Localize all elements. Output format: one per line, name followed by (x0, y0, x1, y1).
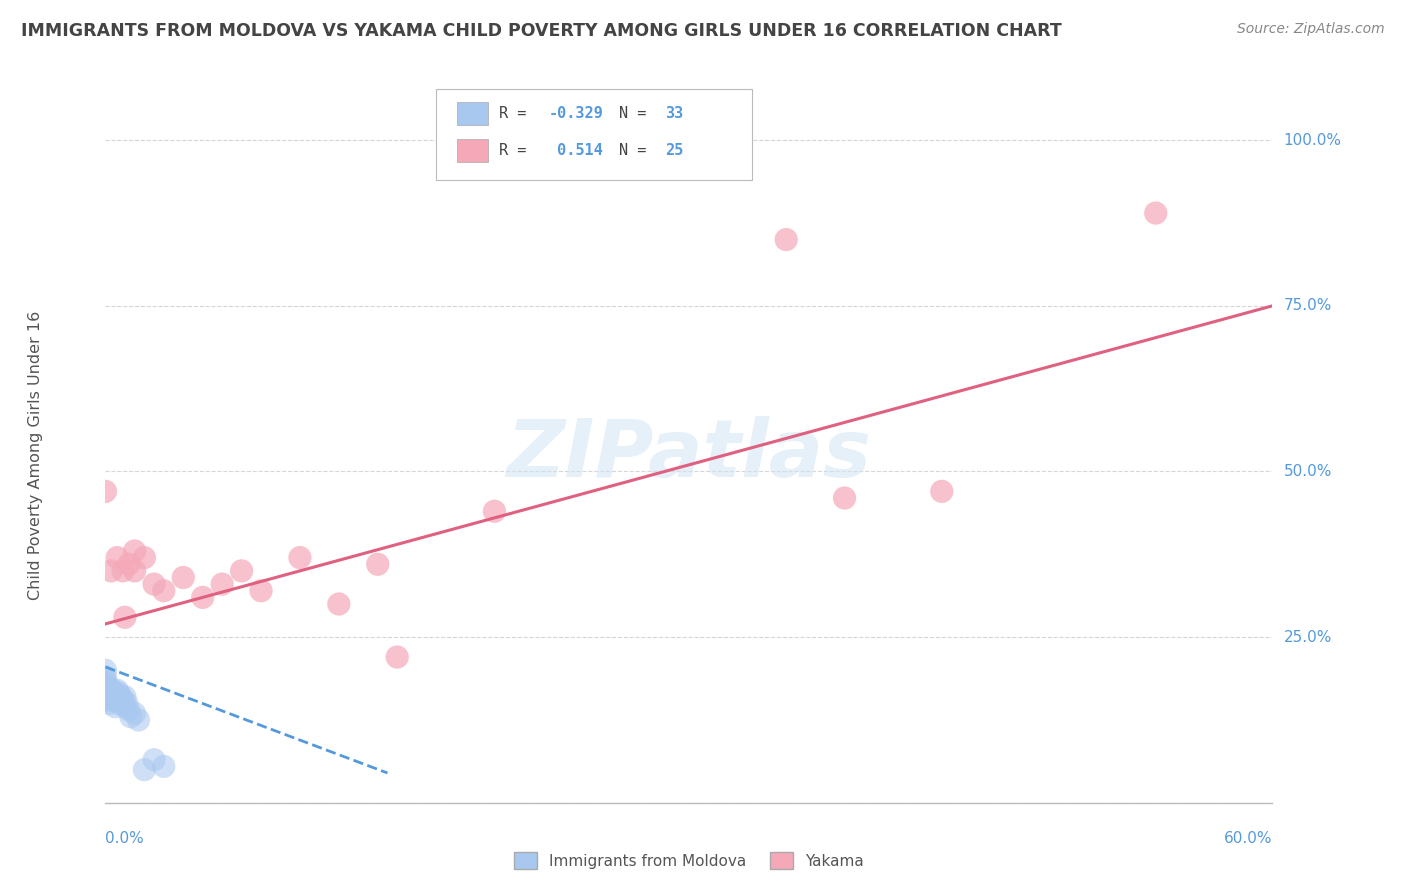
Point (94, 680, 117, 694)
Text: 0.0%: 0.0% (105, 830, 145, 846)
Point (367, 558, 389, 572)
Point (128, 713, 150, 727)
Legend: Immigrants from Moldova, Yakama: Immigrants from Moldova, Yakama (508, 847, 870, 875)
Text: R =: R = (499, 144, 536, 158)
Text: R =: R = (499, 106, 536, 120)
Point (211, 577, 233, 591)
Point (1144, 206, 1167, 220)
Point (98, 697, 121, 711)
Text: 75.0%: 75.0% (1284, 298, 1331, 313)
Text: Source: ZipAtlas.com: Source: ZipAtlas.com (1237, 22, 1385, 37)
Point (172, 570, 194, 584)
Point (124, 544, 146, 558)
Point (105, 693, 128, 707)
Text: 25.0%: 25.0% (1284, 630, 1331, 645)
Point (100, 564, 122, 578)
Point (114, 610, 136, 624)
Point (152, 759, 174, 773)
Text: -0.329: -0.329 (548, 106, 603, 120)
Point (124, 706, 146, 721)
Point (103, 683, 125, 698)
Point (94, 663, 117, 677)
Point (110, 690, 132, 704)
Point (105, 550, 128, 565)
Text: 60.0%: 60.0% (1225, 830, 1272, 846)
Point (94, 693, 117, 707)
Text: Child Poverty Among Girls Under 16: Child Poverty Among Girls Under 16 (28, 310, 44, 599)
Point (134, 763, 156, 777)
Point (114, 690, 136, 704)
Point (834, 491, 856, 505)
Point (288, 550, 311, 565)
Point (385, 650, 408, 665)
Text: N =: N = (619, 144, 655, 158)
Point (108, 686, 131, 700)
Point (94, 670, 117, 684)
Point (124, 564, 146, 578)
Point (931, 484, 953, 499)
Text: 100.0%: 100.0% (1284, 133, 1341, 148)
Text: IMMIGRANTS FROM MOLDOVA VS YAKAMA CHILD POVERTY AMONG GIRLS UNDER 16 CORRELATION: IMMIGRANTS FROM MOLDOVA VS YAKAMA CHILD … (21, 22, 1062, 40)
Point (143, 577, 166, 591)
Point (104, 686, 127, 700)
Point (104, 699, 127, 714)
Point (118, 558, 141, 572)
Point (94, 676, 117, 690)
Point (94, 686, 117, 700)
Point (115, 697, 138, 711)
Point (94, 484, 117, 499)
Point (103, 690, 125, 704)
Point (191, 591, 214, 605)
Text: N =: N = (619, 106, 655, 120)
Point (94, 673, 117, 688)
Point (484, 504, 506, 518)
Text: 33: 33 (665, 106, 683, 120)
Point (111, 564, 134, 578)
Point (100, 686, 122, 700)
Point (250, 583, 273, 598)
Point (105, 683, 128, 698)
Point (100, 683, 122, 698)
Point (118, 703, 141, 717)
Point (775, 233, 797, 247)
Point (328, 597, 350, 611)
Point (134, 550, 156, 565)
Point (120, 709, 142, 723)
Point (98, 690, 121, 704)
Point (111, 693, 134, 707)
Point (108, 697, 131, 711)
Text: 0.514: 0.514 (548, 144, 603, 158)
Text: 25: 25 (665, 144, 683, 158)
Point (231, 564, 253, 578)
Text: 50.0%: 50.0% (1284, 464, 1331, 479)
Text: ZIPatlas: ZIPatlas (506, 416, 872, 494)
Point (114, 699, 136, 714)
Point (100, 693, 122, 707)
Point (94, 683, 117, 698)
Point (143, 753, 166, 767)
Point (152, 583, 174, 598)
